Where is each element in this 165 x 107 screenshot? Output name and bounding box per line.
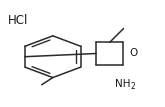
Text: O: O	[130, 48, 138, 59]
Text: 2: 2	[131, 82, 135, 91]
Text: NH: NH	[115, 79, 131, 89]
Text: HCl: HCl	[7, 14, 28, 27]
